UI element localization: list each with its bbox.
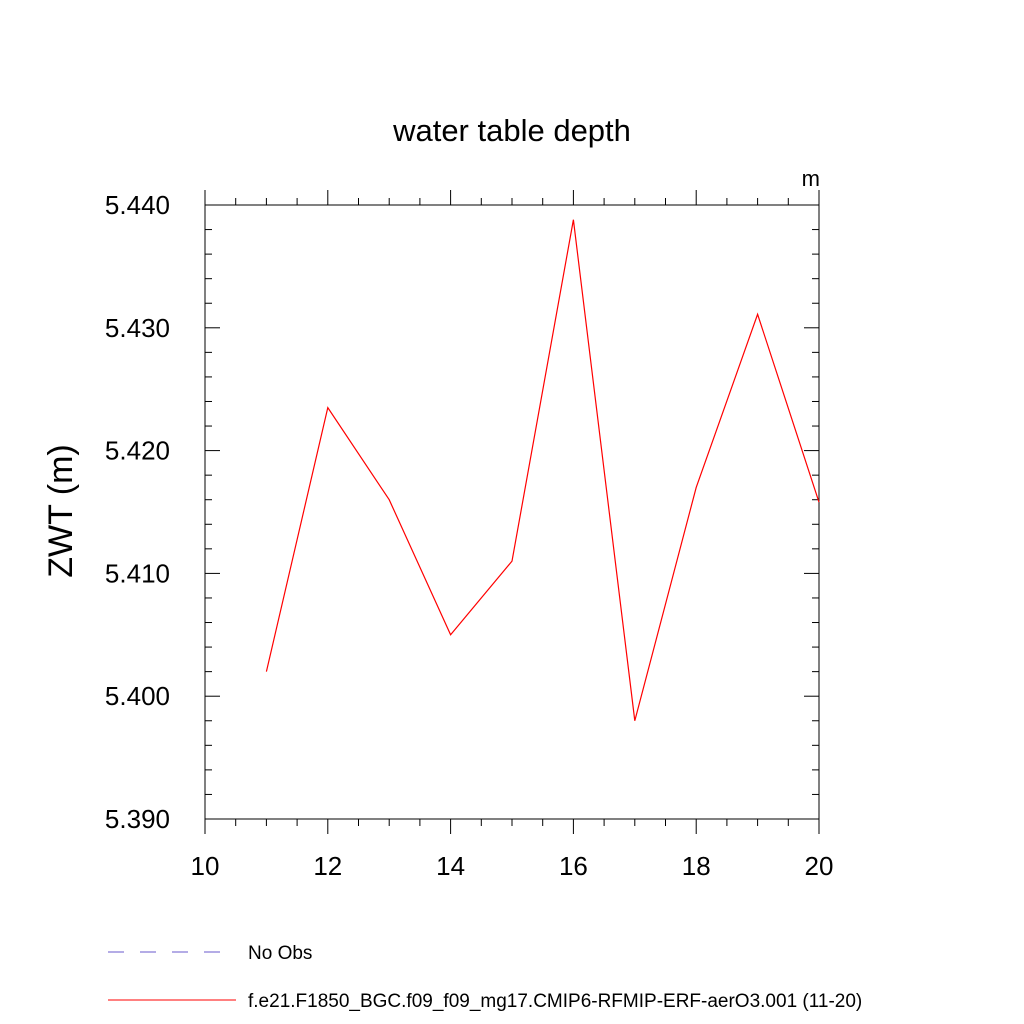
- x-tick-label: 16: [559, 851, 588, 881]
- y-axis-ticks: 5.390 5.400 5.410 5.420 5.430 5.440: [105, 190, 819, 834]
- x-tick-label: 10: [191, 851, 220, 881]
- x-tick-label: 18: [682, 851, 711, 881]
- y-tick-label: 5.400: [105, 681, 170, 711]
- y-tick-label: 5.430: [105, 313, 170, 343]
- x-tick-label: 20: [805, 851, 834, 881]
- y-tick-label: 5.390: [105, 804, 170, 834]
- x-tick-label: 12: [313, 851, 342, 881]
- units-label: m: [802, 166, 820, 191]
- x-axis-ticks: 10 12 14 16 18 20: [191, 190, 834, 881]
- y-tick-label: 5.440: [105, 190, 170, 220]
- series-line-0: [265, 219, 820, 721]
- legend: No Obs f.e21.F1850_BGC.f09_f09_mg17.CMIP6…: [108, 943, 862, 1012]
- plot-frame: [204, 204, 820, 820]
- legend-label-1: f.e21.F1850_BGC.f09_f09_mg17.CMIP6-RFMIP…: [248, 991, 862, 1012]
- chart-title: water table depth: [392, 113, 631, 148]
- series-layer: [265, 219, 820, 721]
- x-tick-label: 14: [436, 851, 465, 881]
- y-axis-title: ZWT (m): [42, 444, 80, 577]
- y-tick-label: 5.420: [105, 436, 170, 466]
- legend-label-0: No Obs: [248, 943, 312, 964]
- y-tick-label: 5.410: [105, 558, 170, 588]
